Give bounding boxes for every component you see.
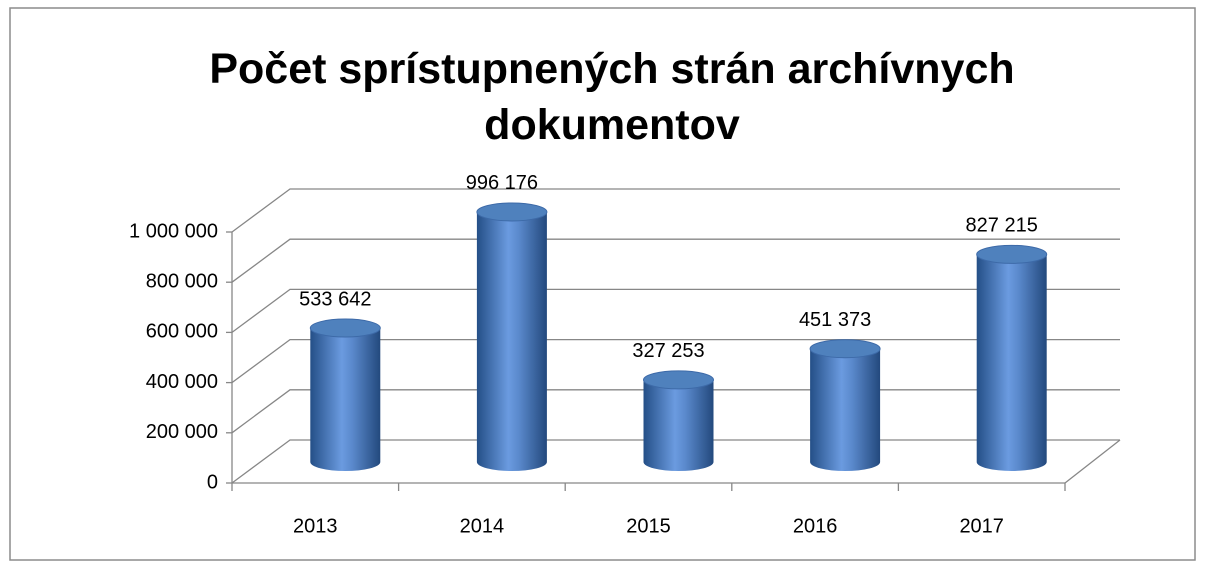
y-tick-label: 0 xyxy=(207,471,218,493)
bar xyxy=(810,348,881,471)
bar-top xyxy=(476,202,548,222)
y-tick-label: 600 000 xyxy=(146,321,218,343)
y-tick-label: 800 000 xyxy=(146,270,218,292)
grid-line xyxy=(231,188,1120,233)
y-tick-label: 200 000 xyxy=(146,421,218,443)
data-label: 827 215 xyxy=(966,215,1038,237)
bar-top xyxy=(809,339,881,359)
bar-top xyxy=(976,244,1048,264)
y-tick-label: 1 000 000 xyxy=(129,220,218,242)
grid-line xyxy=(231,288,1120,333)
data-label: 327 253 xyxy=(632,340,704,362)
x-tick-label: 2016 xyxy=(793,515,838,537)
bar xyxy=(976,254,1047,471)
bar xyxy=(310,328,381,471)
data-label: 451 373 xyxy=(799,309,871,331)
bar-top xyxy=(643,370,714,390)
chart-title: Počet sprístupnených strán archívnych dok… xyxy=(209,45,1014,149)
x-tick-label: 2017 xyxy=(959,515,1004,537)
floor-edge xyxy=(1064,439,1121,484)
y-tick-label: 400 000 xyxy=(146,371,218,393)
x-tick-label: 2015 xyxy=(626,515,671,537)
grid-line xyxy=(231,238,1120,283)
data-label: 996 176 xyxy=(466,172,538,194)
bar xyxy=(476,211,547,472)
x-tick-label: 2014 xyxy=(460,515,505,537)
bar-top xyxy=(309,318,381,338)
data-label: 533 642 xyxy=(299,288,371,310)
bar xyxy=(643,379,714,471)
x-tick-label: 2013 xyxy=(293,515,338,537)
